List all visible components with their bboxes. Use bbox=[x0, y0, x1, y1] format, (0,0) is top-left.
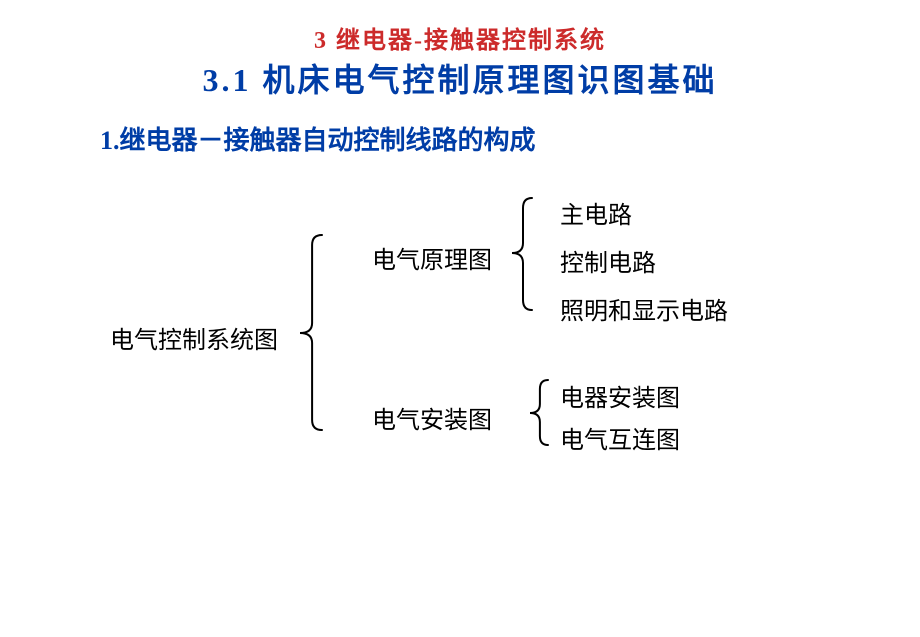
tree-l2-1: 电气安装图 bbox=[372, 400, 492, 435]
bracket-l2b bbox=[527, 377, 551, 448]
subsection-title: 1.继电器－接触器自动控制线路的构成 bbox=[100, 120, 536, 157]
tree-leaf-a-2: 照明和显示电路 bbox=[560, 291, 728, 326]
tree-root: 电气控制系统图 bbox=[110, 320, 278, 355]
chapter-title: 3 继电器-接触器控制系统 bbox=[0, 20, 920, 55]
tree-leaf-a-0: 主电路 bbox=[560, 195, 632, 230]
bracket-root bbox=[297, 232, 325, 433]
tree-l2-0: 电气原理图 bbox=[372, 240, 492, 275]
bracket-l2a bbox=[509, 195, 535, 313]
section-title: 3.1 机床电气控制原理图识图基础 bbox=[0, 55, 920, 101]
tree-leaf-b-1: 电气互连图 bbox=[560, 420, 680, 455]
tree-leaf-a-1: 控制电路 bbox=[560, 243, 656, 278]
tree-leaf-b-0: 电器安装图 bbox=[560, 378, 680, 413]
